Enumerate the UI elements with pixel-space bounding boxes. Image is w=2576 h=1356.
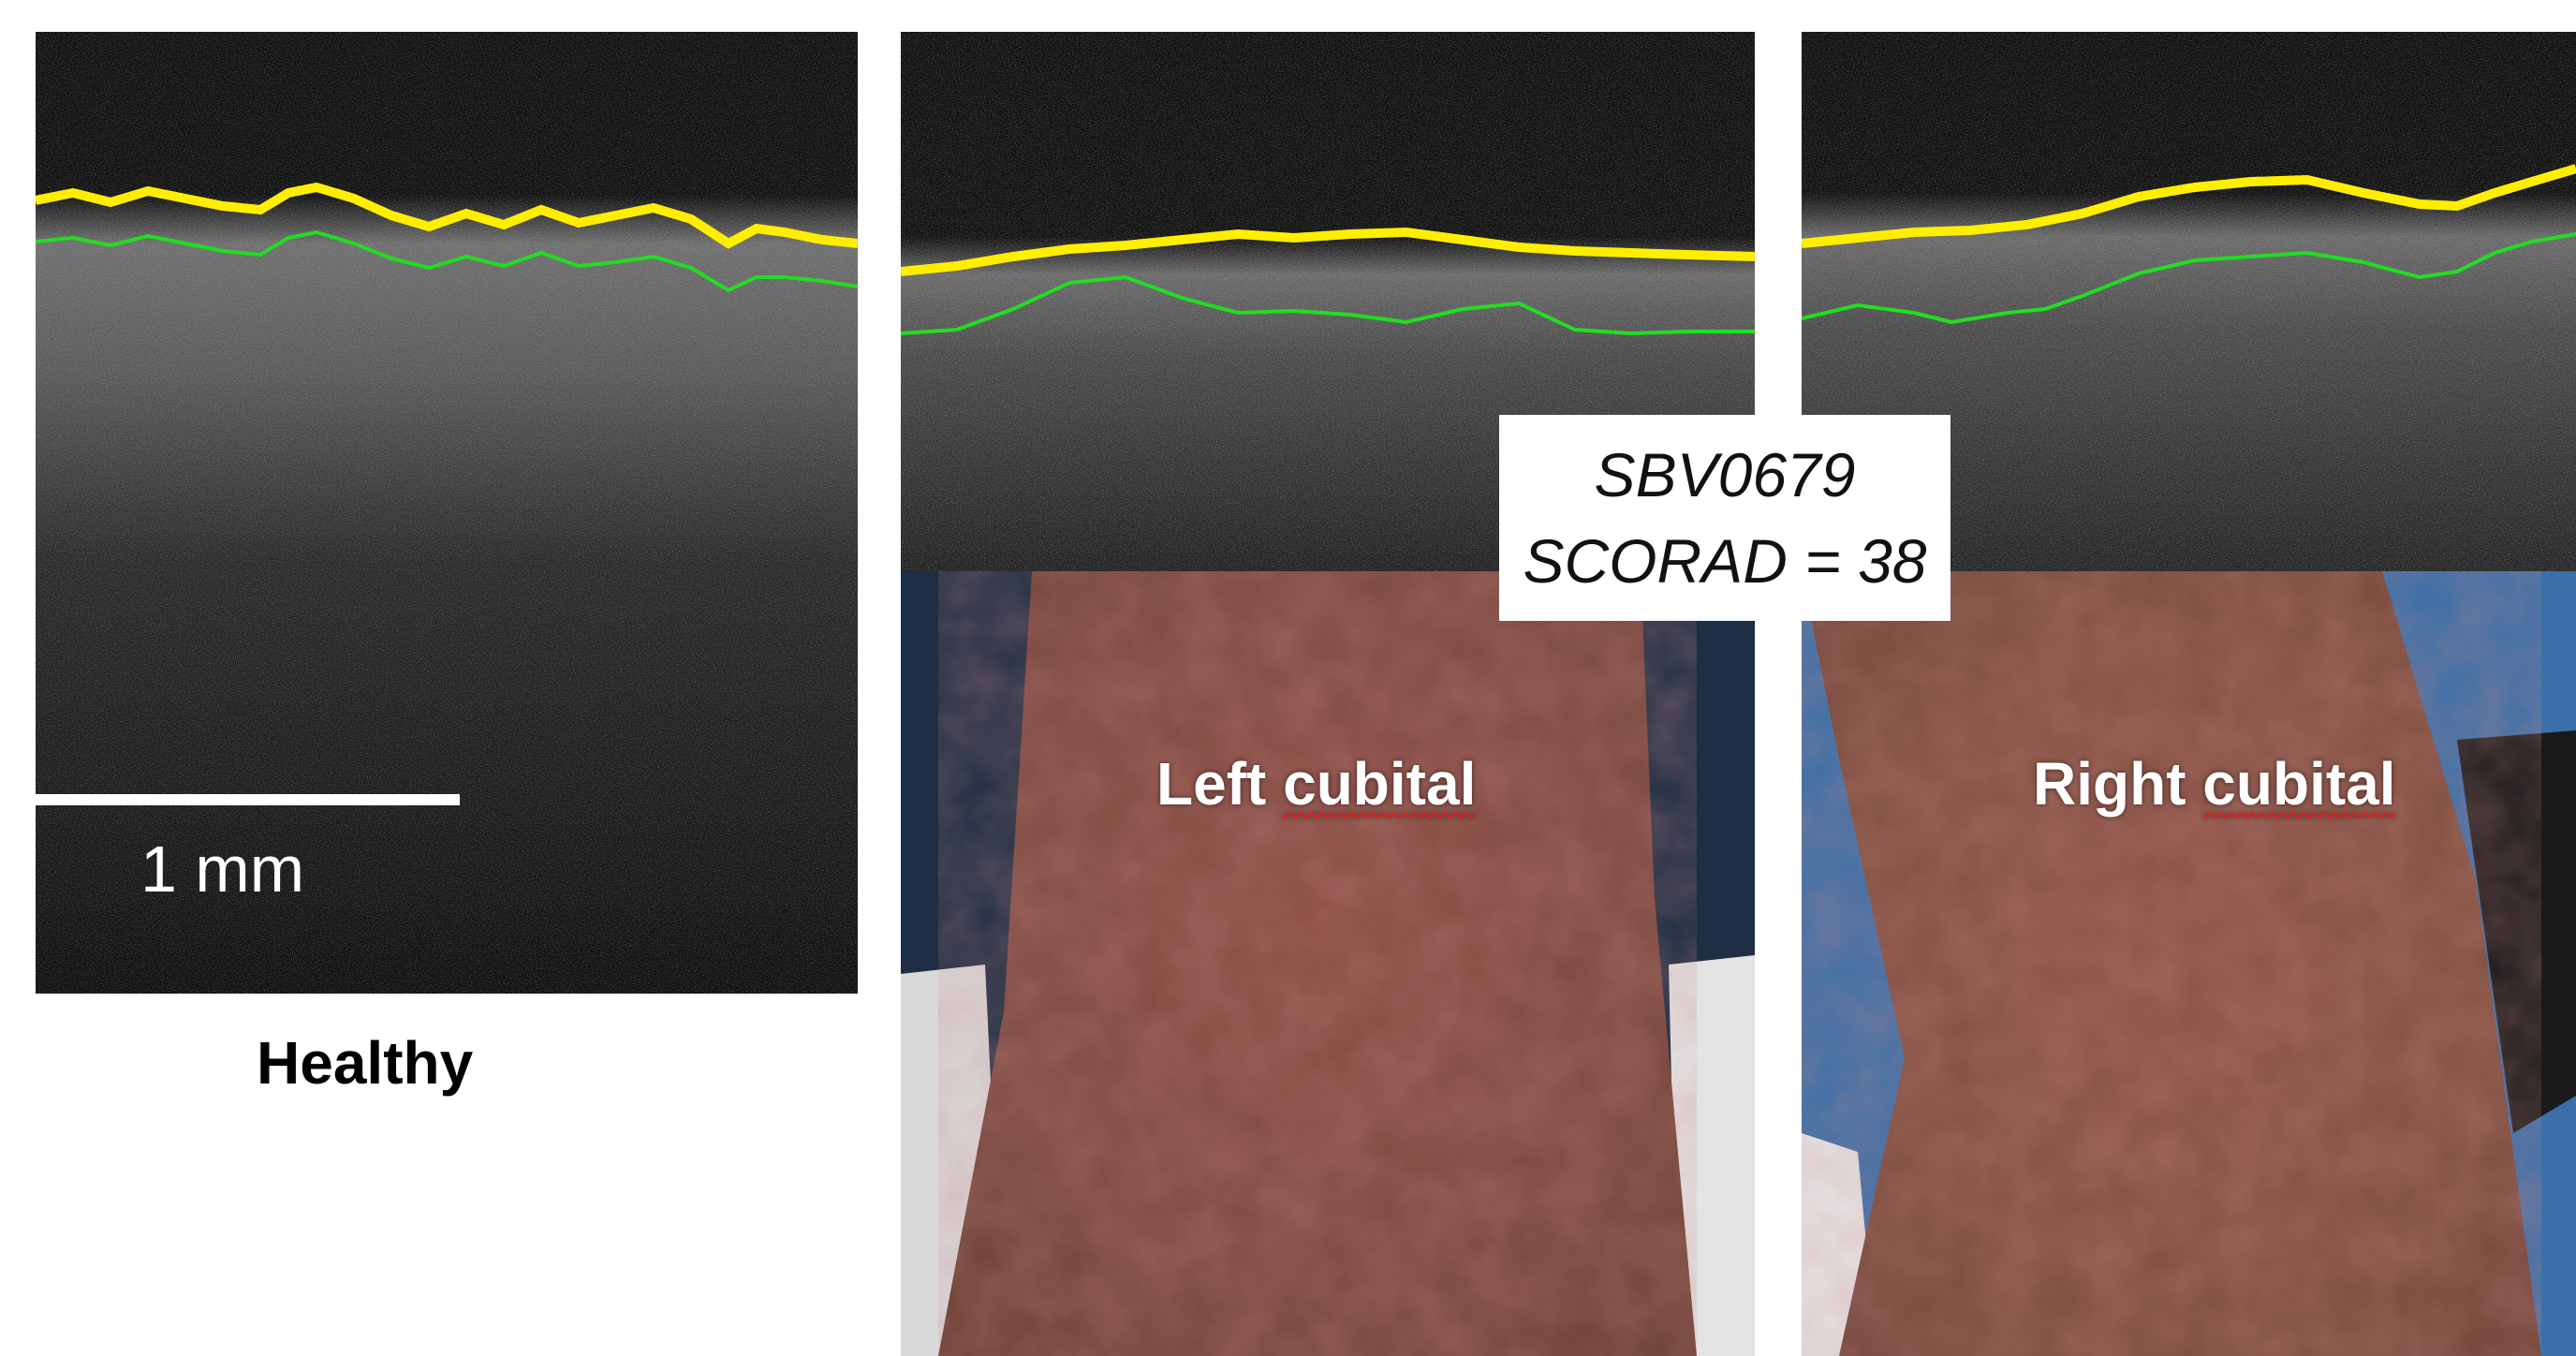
- right-cubital-label-text: Right cubital: [2033, 750, 2396, 818]
- scale-bar-label: 1 mm: [140, 833, 304, 906]
- left-cubital-label-text: Left cubital: [1156, 750, 1477, 818]
- scale-bar: [36, 794, 460, 805]
- upper-boundary-line: [901, 227, 1755, 276]
- subject-id: SBV0679: [1594, 440, 1856, 509]
- lower-boundary-line: [901, 274, 1755, 336]
- upper-boundary-line: [36, 182, 858, 249]
- healthy-caption: Healthy: [257, 1029, 474, 1097]
- lower-boundary-line: [1802, 232, 2576, 325]
- right-cubital-label: Right cubital: [2033, 749, 2396, 818]
- left-cubital-photo: Left cubital: [901, 571, 1755, 1356]
- lower-boundary-line: [36, 229, 858, 293]
- left-cubital-label: Left cubital: [1156, 749, 1476, 818]
- scorad-score: SCORAD = 38: [1523, 526, 1927, 596]
- spellcheck-underlined-word: cubital: [2202, 750, 2396, 818]
- spellcheck-underlined-word: cubital: [1283, 750, 1477, 818]
- healthy-oct-image: 1 mm: [36, 32, 858, 994]
- right-cubital-photo: Right cubital: [1802, 571, 2576, 1356]
- subject-info-box: SBV0679 SCORAD = 38: [1499, 415, 1950, 621]
- upper-boundary-line: [1802, 164, 2576, 248]
